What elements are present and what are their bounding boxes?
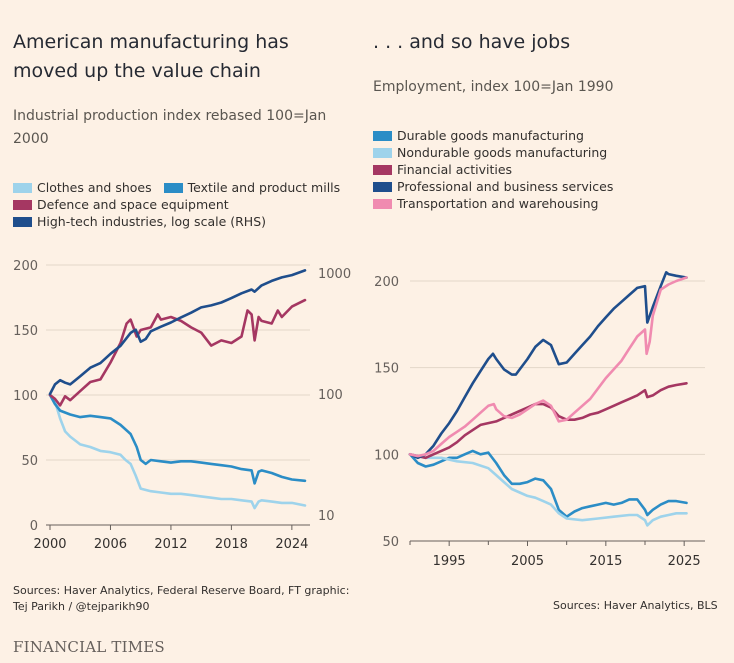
y-tick-label: 100 [374,448,399,463]
y-tick-label: 200 [374,275,399,290]
ft-logo: FINANCIAL TIMES [13,638,165,656]
right-series-line-0 [408,449,688,518]
left-series-line-2 [48,298,307,407]
y-tick-label: 50 [382,535,399,550]
y-tick-label: 200 [13,259,38,274]
left-legend: Clothes and shoes Textile and product mi… [13,179,363,230]
right-chart-title: . . . and so have jobs [373,31,571,53]
right-legend: Durable goods manufacturing Nondurable g… [373,127,723,212]
legend-item-transportation: Transportation and warehousing [373,195,723,212]
legend-label: Professional and business services [397,179,614,194]
legend-swatch [13,182,32,193]
legend-label: Clothes and shoes [37,180,152,195]
right-series-line-1 [408,453,688,527]
left-series-line-3 [48,269,307,396]
x-tick-label: 2012 [154,537,187,552]
legend-label: Financial activities [397,162,513,177]
legend-item-financial: Financial activities [373,161,723,178]
right-source: Sources: Haver Analytics, BLS [553,599,718,612]
legend-item-nondurable: Nondurable goods manufacturing [373,144,723,161]
x-tick-label: 2015 [589,554,622,569]
legend-item-clothes: Clothes and shoes [13,179,152,196]
right-series-line-3 [408,271,688,460]
legend-item-hightech: High-tech industries, log scale (RHS) [13,213,363,230]
legend-swatch [373,164,392,175]
legend-label: Defence and space equipment [37,197,229,212]
left-series-line-0 [48,393,307,510]
x-tick-label: 1995 [433,554,466,569]
y-tick-label: 0 [30,519,38,534]
x-tick-label: 2025 [668,554,701,569]
right-series-line-4 [408,276,688,458]
y-right-tick-label: 10 [318,509,335,524]
legend-item-defence: Defence and space equipment [13,196,363,213]
right-chart-subtitle: Employment, index 100=Jan 1990 [373,79,614,95]
legend-swatch [163,182,183,193]
legend-label: Textile and product mills [187,180,341,195]
y-right-tick-label: 1000 [318,267,351,282]
legend-swatch [373,198,392,209]
legend-item-textile: Textile and product mills [163,179,341,196]
x-tick-label: 2005 [511,554,544,569]
left-plot: 0 50 100 150 200 10 100 1000 2000 2006 2012 2018 202… [13,259,351,552]
right-plot: 50 100 150 200 1995 2005 2015 2025 [374,271,705,569]
y-tick-label: 50 [21,454,38,469]
legend-item-durable: Durable goods manufacturing [373,127,723,144]
legend-item-professional: Professional and business services [373,178,723,195]
legend-swatch [373,130,392,141]
y-tick-label: 150 [13,324,38,339]
left-source: Sources: Haver Analytics, Federal Reserv… [13,584,350,613]
x-tick-label: 2024 [275,537,308,552]
x-tick-label: 2018 [215,537,248,552]
legend-swatch [373,181,392,192]
legend-label: Nondurable goods manufacturing [397,145,608,160]
left-chart-title: American manufacturing has moved up the … [13,31,289,82]
x-tick-label: 2006 [94,537,127,552]
left-series-line-1 [48,393,307,485]
legend-label: Durable goods manufacturing [397,128,584,143]
legend-swatch [13,216,32,227]
legend-swatch [13,199,32,210]
y-tick-label: 100 [13,389,38,404]
y-right-tick-label: 100 [318,388,343,403]
y-tick-label: 150 [374,362,399,377]
left-chart-subtitle: Industrial production index rebased 100=… [13,108,327,147]
legend-label: Transportation and warehousing [397,196,599,211]
legend-label: High-tech industries, log scale (RHS) [37,214,267,229]
legend-swatch [373,147,392,158]
x-tick-label: 2000 [33,537,66,552]
